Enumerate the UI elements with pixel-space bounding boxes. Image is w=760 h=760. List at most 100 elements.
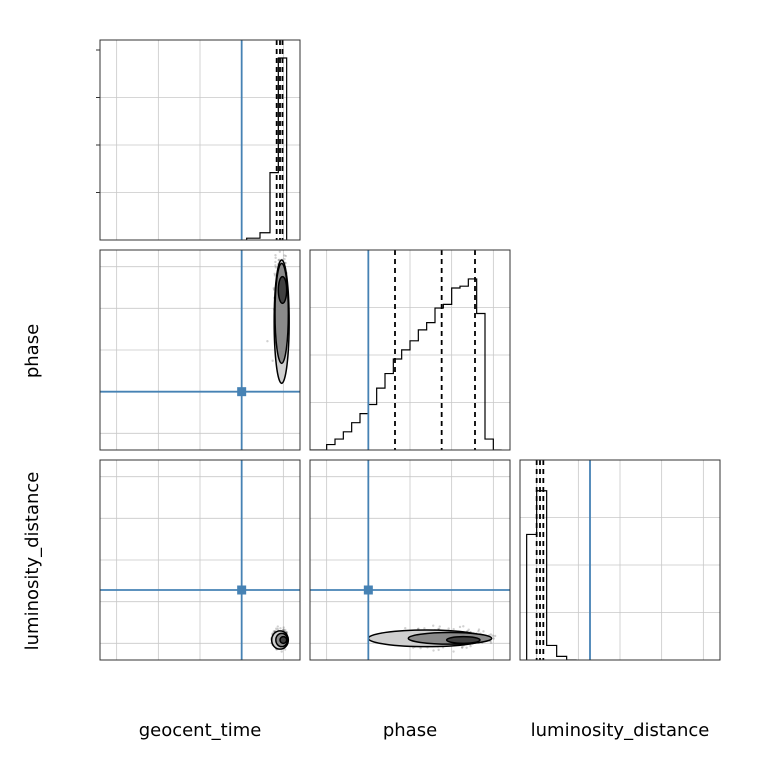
sample-point (423, 627, 426, 630)
truth-marker (363, 585, 373, 595)
sample-point (452, 628, 455, 631)
sample-point (277, 258, 281, 262)
sample-point (492, 637, 495, 640)
sample-point (477, 630, 480, 633)
sample-point (277, 258, 280, 262)
density-contour (445, 635, 481, 645)
x-tick-label: 0.75 (217, 664, 250, 697)
sample-point (461, 646, 464, 649)
sample-point (280, 650, 283, 653)
sample-point (279, 235, 281, 237)
sample-point (438, 625, 441, 628)
sample-point (284, 628, 287, 632)
y-tick-label: 0.00 (61, 439, 94, 472)
marginal-plot-area (310, 250, 510, 450)
panel-frame (99, 39, 301, 241)
joint-panel-geocent_time-phase: 0.00 0.25 0.50 0.75 1.00 (61, 235, 301, 472)
joint-panel-phase-luminosity_distance: 0.00 0.25 0.50 0.75 1.00 (302, 459, 511, 697)
x-tick-label: 0.00 (512, 664, 545, 697)
sample-point (432, 649, 435, 652)
sample-point (274, 242, 276, 244)
sample-point (489, 641, 493, 644)
sample-point (404, 626, 407, 630)
x-tick-label: 1.00 (469, 664, 502, 697)
sample-point (465, 646, 468, 649)
marginal-plot-area: 0.00 0.25 0.50 0.75 1.00 (512, 460, 720, 697)
density-contour (277, 275, 288, 305)
y-tick-label: 0.75 (61, 524, 94, 557)
y-tick-label: 1.00 (61, 272, 94, 305)
marginal-panel-luminosity_distance: 0.00 0.25 0.50 0.75 1.00 (512, 459, 721, 697)
x-tick-label: 0.00 (302, 664, 335, 697)
sample-point (284, 254, 288, 258)
y-tick-label: 0.50 (61, 356, 94, 389)
sample-point (282, 626, 285, 629)
x-axis-label-0: geocent_time (139, 720, 262, 741)
sample-point (282, 628, 285, 631)
sample-point (271, 359, 274, 362)
sample-point (279, 627, 282, 630)
y-tick-label: 0.25 (61, 607, 94, 640)
x-axis-label-1: phase (383, 720, 437, 741)
sample-point (283, 257, 286, 261)
panel-frame (519, 459, 721, 661)
truth-marker (237, 585, 247, 595)
x-tick-label: 0.50 (385, 664, 418, 697)
sample-point (274, 256, 277, 260)
sample-point (489, 633, 493, 636)
sample-point (278, 250, 282, 253)
y-axis-label-0: phase (22, 324, 43, 378)
x-tick-label: 0.00 (92, 664, 125, 697)
sample-point (467, 628, 470, 631)
sample-point (458, 625, 462, 629)
sample-point (462, 625, 465, 628)
histogram-step (310, 278, 502, 450)
y-tick-label: 0.75 (61, 314, 94, 347)
truth-marker (237, 387, 247, 397)
x-tick-label: 0.25 (554, 664, 587, 697)
sample-point (432, 624, 435, 627)
x-tick-label: 0.25 (344, 664, 377, 697)
sample-point (273, 272, 276, 276)
sample-point (266, 340, 269, 343)
x-tick-label: 0.75 (427, 664, 460, 697)
marginal-panel-geocent_time (96, 39, 301, 241)
joint-panel-geocent_time-luminosity_distance: 0.00 0.25 0.50 0.75 1.000.000.250.500.751.00 (61, 459, 301, 697)
panels-layer: 0.00 0.25 0.50 0.75 1.000.000.250.500.751.00… (61, 39, 721, 697)
sample-point (283, 648, 287, 651)
sample-point (477, 628, 481, 631)
sample-point (275, 627, 278, 630)
sample-point (283, 254, 286, 257)
sample-point (274, 253, 277, 257)
sample-point (273, 274, 277, 277)
x-tick-label: 1.00 (259, 664, 292, 697)
sample-point (274, 264, 277, 267)
panel-frame (99, 249, 301, 451)
sample-point (437, 648, 440, 652)
marginal-panel-phase (309, 249, 511, 451)
sample-point (460, 646, 464, 649)
sample-point (272, 287, 275, 290)
joint-plot-area: 0.00 0.25 0.50 0.75 1.00 (61, 235, 300, 472)
x-tick-label: 0.50 (175, 664, 208, 697)
x-tick-label: 0.75 (637, 664, 670, 697)
x-tick-label: 1.00 (679, 664, 712, 697)
sample-point (491, 634, 494, 637)
y-tick-label: 0.25 (61, 397, 94, 430)
sample-point (419, 646, 422, 650)
sample-point (493, 634, 497, 638)
sample-point (482, 630, 485, 633)
sample-point (447, 627, 450, 630)
y-tick-label: 0.50 (61, 566, 94, 599)
x-axis-label-2: luminosity_distance (531, 720, 710, 741)
sample-point (272, 630, 276, 633)
sample-point (469, 644, 472, 648)
sample-point (417, 627, 420, 630)
joint-plot-area: 0.00 0.25 0.50 0.75 1.000.000.250.500.751.00 (61, 460, 300, 697)
x-tick-label: 0.50 (595, 664, 628, 697)
density-contour (279, 635, 288, 645)
panel-frame (309, 459, 511, 661)
sample-point (276, 627, 280, 631)
